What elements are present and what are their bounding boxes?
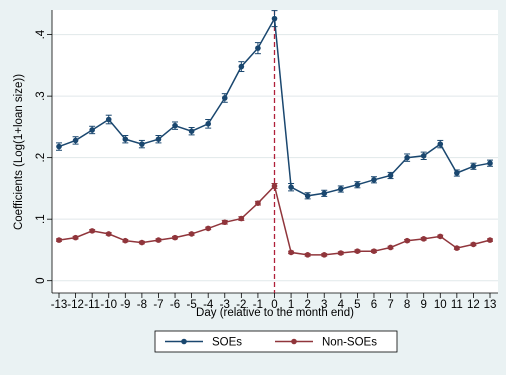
x-tick-label: 5 [354,299,360,311]
data-point [172,122,178,129]
data-point [188,231,195,237]
data-point [487,237,493,243]
x-tick-label: -13 [51,299,68,311]
series-non-soes [56,182,493,258]
x-tick-label: -6 [170,299,180,311]
data-point [72,137,79,144]
data-point [420,236,427,242]
data-point [139,239,145,246]
data-point [437,141,444,147]
legend-label: Non-SOEs [322,337,377,349]
x-tick-label: -1 [253,299,263,311]
data-point [188,128,195,134]
data-point [387,172,394,179]
data-point [89,228,95,234]
x-tick-label: -3 [220,299,230,311]
series-layer [56,10,493,258]
y-axis-label: Coefficients (Log(1+loan size)) [13,74,25,230]
data-point [56,237,62,243]
x-tick-label: -7 [153,299,163,311]
data-point [221,95,228,101]
data-point [221,219,228,226]
data-point [155,136,162,142]
data-point [238,63,245,70]
data-point [387,244,394,251]
x-tick-label: 6 [371,299,377,311]
data-point [172,234,178,241]
x-tick-label: 1 [288,299,294,311]
series-soes [56,10,493,200]
x-axis-label: Day (relative to the month end) [196,307,354,319]
legend-swatch-marker [291,338,297,345]
x-tick-label: -11 [84,299,100,311]
x-tick-label: 12 [467,299,480,311]
x-tick-label: 13 [484,299,497,311]
x-tick-label: 7 [387,299,393,311]
data-point [354,248,361,254]
x-tick-label: -8 [137,299,147,311]
data-point [437,233,444,240]
data-point [470,241,477,248]
data-point [371,177,377,183]
y-tick-label: .4 [35,29,47,39]
data-point [89,127,95,133]
data-point [338,186,344,192]
data-point [487,160,493,166]
legend-swatch-marker [181,338,187,345]
data-point [288,184,294,190]
data-point [404,154,410,161]
x-tick-label: -9 [120,299,130,311]
x-tick-label: 2 [304,299,310,311]
y-tick-label: .3 [35,91,47,101]
data-point [205,121,211,127]
x-tick-label: -12 [67,299,84,311]
x-tick-label: -4 [203,299,214,311]
data-point [122,237,129,244]
data-point [271,15,278,22]
data-point [205,225,211,232]
legend: SOEs Non-SOEs [154,330,398,353]
data-point [105,231,112,237]
x-tick-label: 3 [321,299,327,311]
data-point [238,215,245,222]
x-tick-label: -2 [236,299,246,311]
data-point [255,45,261,51]
x-tick-label: -10 [100,299,117,311]
data-point [404,237,410,244]
data-point [420,153,427,159]
data-point [354,181,361,188]
data-point [321,252,328,258]
x-tick-label: 8 [404,299,410,311]
x-tick-label: -5 [186,299,196,311]
data-point [155,237,162,243]
legend-label: SOEs [212,337,242,349]
data-point [454,245,460,251]
y-tick-label: .1 [35,214,47,224]
x-tick-label: 0 [271,299,277,311]
data-point [321,190,328,197]
data-point [105,116,112,123]
data-point [255,200,261,206]
x-tick-label: 10 [434,299,447,311]
data-point [122,136,129,142]
data-point [470,163,477,170]
data-point [304,252,311,258]
axes: 0.1.2.3.4-13 -12 -11 -10 -9 -8 -7 -6 -5 -4 -3 -2 -1 0… [35,10,498,311]
data-point [139,141,145,147]
data-point [288,249,294,256]
data-point [271,183,278,189]
data-point [304,192,311,199]
y-tick-label: .2 [35,153,47,163]
y-tick-label: 0 [35,277,47,283]
data-point [338,250,344,256]
x-tick-label: 9 [420,299,426,311]
data-point [56,143,62,150]
data-point [72,234,79,241]
data-point [371,248,377,254]
x-tick-label: 4 [338,299,345,311]
x-tick-label: 11 [451,299,463,311]
data-point [454,170,460,176]
